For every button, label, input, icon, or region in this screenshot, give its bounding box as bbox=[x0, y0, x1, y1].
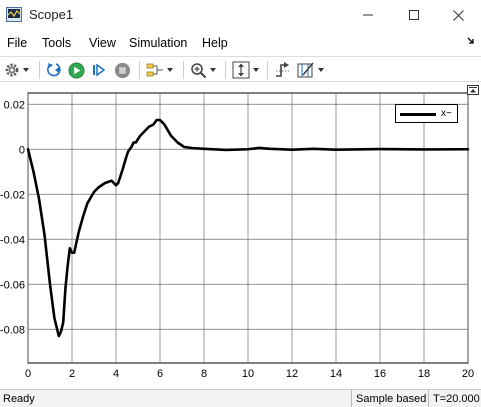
y-tick-label: -0.02 bbox=[0, 189, 25, 201]
status-bar: Ready Sample based T=20.000 bbox=[0, 389, 481, 407]
zoom-in-icon bbox=[191, 62, 207, 78]
x-tick-label: 14 bbox=[330, 368, 342, 380]
legend[interactable]: x~ bbox=[395, 104, 458, 123]
close-icon bbox=[452, 9, 464, 21]
menu-bar: File Tools View Simulation Help bbox=[0, 33, 481, 53]
simulink-scope-icon bbox=[6, 7, 22, 22]
stop-button[interactable] bbox=[114, 60, 131, 80]
scale-axes-icon bbox=[232, 61, 250, 79]
x-tick-label: 0 bbox=[25, 368, 31, 380]
menu-tools[interactable]: Tools bbox=[42, 36, 72, 50]
menu-view[interactable]: View bbox=[89, 36, 116, 50]
minimize-button[interactable] bbox=[345, 0, 391, 30]
maximize-icon bbox=[409, 10, 419, 20]
menu-simulation[interactable]: Simulation bbox=[129, 36, 188, 50]
window-title: Scope1 bbox=[29, 7, 74, 22]
chevron-down-icon bbox=[210, 68, 216, 72]
x-tick-label: 8 bbox=[201, 368, 207, 380]
triggers-button[interactable] bbox=[274, 60, 291, 80]
cursor-measurements-button[interactable] bbox=[297, 60, 324, 80]
play-icon bbox=[68, 62, 85, 78]
close-button[interactable] bbox=[435, 0, 481, 30]
x-tick-label: 20 bbox=[462, 368, 474, 380]
sample-mode-indicator: Sample based bbox=[351, 390, 430, 407]
trigger-icon bbox=[276, 61, 289, 77]
scope-axes[interactable]: 0 2 4 6 8 10 12 14 16 18 20 0.02 0 -0.02 -0.04 -0.06 -0.… bbox=[0, 83, 481, 388]
cursor-measurements-icon bbox=[297, 62, 314, 78]
x-tick-label: 16 bbox=[374, 368, 386, 380]
x-tick-label: 12 bbox=[286, 368, 298, 380]
legend-label: x~ bbox=[441, 108, 452, 119]
step-back-icon bbox=[47, 63, 61, 77]
signal-selector-button[interactable] bbox=[146, 60, 173, 80]
x-tick-label: 4 bbox=[113, 368, 119, 380]
minimize-icon bbox=[363, 14, 373, 16]
title-bar: Scope1 bbox=[0, 0, 481, 30]
chevron-down-icon bbox=[318, 68, 324, 72]
step-forward-button[interactable] bbox=[91, 60, 107, 80]
status-text: Ready bbox=[3, 393, 35, 405]
series-line-x-tilde bbox=[26, 118, 470, 338]
step-back-button[interactable] bbox=[46, 60, 64, 80]
menu-file[interactable]: File bbox=[7, 36, 28, 50]
chevron-down-icon bbox=[253, 68, 259, 72]
chevron-down-icon bbox=[167, 68, 173, 72]
x-tick-label: 10 bbox=[242, 368, 254, 380]
menu-help[interactable]: Help bbox=[202, 36, 228, 50]
zoom-button[interactable] bbox=[190, 60, 216, 80]
signal-selector-icon bbox=[146, 63, 163, 77]
scale-axes-button[interactable] bbox=[232, 60, 259, 80]
y-tick-label: 0.02 bbox=[4, 99, 25, 111]
toolbar bbox=[0, 56, 481, 82]
y-tick-label: -0.08 bbox=[0, 324, 25, 336]
simulation-time-indicator: T=20.000 bbox=[428, 390, 481, 407]
legend-swatch bbox=[400, 113, 436, 116]
chevron-down-icon bbox=[23, 68, 29, 72]
x-tick-label: 6 bbox=[157, 368, 163, 380]
x-tick-label: 18 bbox=[418, 368, 430, 380]
run-button[interactable] bbox=[68, 60, 85, 80]
settings-button[interactable] bbox=[4, 60, 29, 80]
x-tick-label: 2 bbox=[69, 368, 75, 380]
y-tick-label: -0.06 bbox=[0, 279, 25, 291]
stop-icon bbox=[114, 62, 131, 78]
y-tick-label: 0 bbox=[19, 144, 25, 156]
y-tick-label: -0.04 bbox=[0, 234, 25, 246]
maximize-button[interactable] bbox=[391, 0, 437, 30]
step-forward-icon bbox=[93, 63, 106, 77]
dock-toggle-icon[interactable] bbox=[467, 85, 479, 95]
undock-arrow-icon[interactable] bbox=[467, 37, 475, 45]
scope-plot-area: 0 2 4 6 8 10 12 14 16 18 20 0.02 0 -0.02 -0.04 -0.06 -0.… bbox=[0, 83, 481, 388]
gear-icon bbox=[5, 63, 19, 77]
